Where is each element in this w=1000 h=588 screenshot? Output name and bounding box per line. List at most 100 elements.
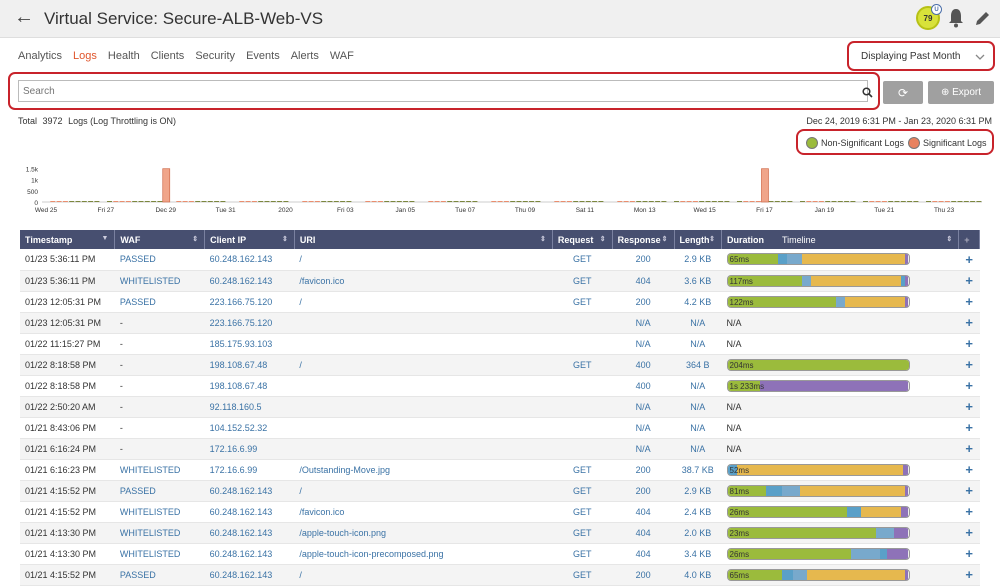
tab-clients[interactable]: Clients (150, 50, 185, 62)
cell-ip[interactable]: 60.248.162.143 (204, 480, 295, 502)
column-header-timestamp[interactable]: Timestamp ▼ (20, 230, 116, 249)
expand-row-icon[interactable]: + (958, 270, 980, 292)
cell-uri[interactable] (294, 375, 553, 397)
cell-uri[interactable] (294, 438, 553, 460)
expand-row-icon[interactable]: + (958, 438, 980, 460)
refresh-button[interactable]: ⟳ (883, 81, 923, 104)
cell-ip[interactable]: 60.248.162.143 (204, 270, 295, 292)
column-header-waf[interactable]: WAF ⇕ (114, 230, 206, 249)
expand-row-icon[interactable]: + (958, 291, 980, 313)
column-header-add[interactable]: + (958, 230, 980, 249)
tab-health[interactable]: Health (107, 50, 140, 62)
timeline-bar[interactable]: 65ms (726, 568, 910, 581)
expand-row-icon[interactable]: + (958, 333, 980, 355)
cell-waf[interactable]: WHITELISTED (114, 522, 205, 544)
timeline-bar[interactable]: 204ms (726, 358, 910, 371)
cell-ip[interactable]: 60.248.162.143 (204, 501, 295, 523)
expand-row-icon[interactable]: + (958, 480, 980, 502)
cell-uri[interactable]: /favicon.ico (294, 270, 553, 292)
timeline-bar[interactable]: 65ms (726, 253, 910, 266)
table-row[interactable]: 01/21 4:15:52 PM WHITELISTED 60.248.162.14… (20, 501, 980, 523)
time-range-selector[interactable]: Displaying Past Month (847, 41, 995, 71)
table-row[interactable]: 01/21 6:16:24 PM -172.16.6.99 N/A N/A N/A + (20, 438, 980, 460)
table-row[interactable]: 01/23 12:05:31 PM PASSED 223.166.75.120/GE… (20, 291, 980, 313)
cell-uri[interactable]: /apple-touch-icon.png (294, 522, 553, 544)
cell-uri[interactable]: /favicon.ico (294, 501, 553, 523)
tab-events[interactable]: Events (246, 50, 280, 62)
cell-waf[interactable]: PASSED (114, 249, 205, 271)
cell-waf[interactable]: WHITELISTED (114, 543, 205, 565)
table-row[interactable]: 01/21 4:13:30 PM WHITELISTED 60.248.162.14… (20, 522, 980, 544)
cell-waf[interactable]: PASSED (114, 564, 205, 586)
tab-analytics[interactable]: Analytics (18, 50, 63, 62)
cell-uri[interactable] (294, 333, 553, 355)
expand-row-icon[interactable]: + (958, 312, 980, 334)
column-header-duration[interactable]: Duration Timeline ⇕ (721, 230, 960, 249)
cell-ip[interactable]: 172.16.6.99 (204, 459, 295, 481)
timeline-bar[interactable]: 52ms (726, 463, 910, 476)
tab-alerts[interactable]: Alerts (290, 50, 319, 62)
cell-ip[interactable]: 60.248.162.143 (204, 543, 295, 565)
timeline-bar[interactable]: 26ms (726, 505, 910, 518)
cell-waf[interactable]: PASSED (114, 480, 205, 502)
expand-row-icon[interactable]: + (958, 543, 980, 565)
cell-waf[interactable]: WHITELISTED (114, 270, 205, 292)
legend-non-significant[interactable]: Non-Significant Logs (806, 137, 904, 149)
cell-ip[interactable]: 223.166.75.120 (204, 312, 295, 334)
back-arrow-icon[interactable]: ← (14, 6, 34, 28)
search-icon[interactable] (862, 87, 873, 98)
cell-ip[interactable]: 198.108.67.48 (204, 375, 295, 397)
cell-waf[interactable]: PASSED (114, 291, 205, 313)
column-header-length[interactable]: Length ⇕ (674, 230, 723, 249)
cell-uri[interactable]: / (294, 480, 553, 502)
health-score-badge[interactable]: 79 U (916, 4, 942, 30)
cell-ip[interactable]: 60.248.162.143 (204, 564, 295, 586)
cell-uri[interactable]: / (294, 564, 553, 586)
tab-logs[interactable]: Logs (73, 50, 97, 62)
timeline-bar[interactable]: 81ms (726, 484, 910, 497)
timeline-bar[interactable]: 26ms (726, 547, 910, 560)
cell-ip[interactable]: 92.118.160.5 (204, 396, 295, 418)
column-header-request[interactable]: Request ⇕ (552, 230, 613, 249)
tab-waf[interactable]: WAF (329, 50, 354, 62)
cell-uri[interactable]: / (294, 249, 553, 271)
tab-security[interactable]: Security (195, 50, 236, 62)
expand-row-icon[interactable]: + (958, 459, 980, 481)
cell-uri[interactable]: /Outstanding-Move.jpg (294, 459, 553, 481)
cell-ip[interactable]: 104.152.52.32 (204, 417, 295, 439)
expand-row-icon[interactable]: + (958, 375, 980, 397)
pencil-icon[interactable] (974, 9, 990, 27)
table-row[interactable]: 01/22 11:15:27 PM -185.175.93.103 N/A N/A N/… (20, 333, 980, 355)
column-header-response[interactable]: Response ⇕ (612, 230, 675, 249)
table-row[interactable]: 01/21 8:43:06 PM -104.152.52.32 N/A N/A N/A + (20, 417, 980, 439)
table-row[interactable]: 01/21 6:16:23 PM WHITELISTED 172.16.6.99/O… (20, 459, 980, 481)
table-row[interactable]: 01/22 2:50:20 AM -92.118.160.5 N/A N/A N/A + (20, 396, 980, 418)
table-row[interactable]: 01/21 4:13:30 PM WHITELISTED 60.248.162.14… (20, 543, 980, 565)
expand-row-icon[interactable]: + (958, 417, 980, 439)
table-row[interactable]: 01/21 4:15:52 PM PASSED 60.248.162.143/GET… (20, 564, 980, 586)
table-row[interactable]: 01/22 8:18:58 PM -198.108.67.48/GET 400 364… (20, 354, 980, 376)
expand-row-icon[interactable]: + (958, 354, 980, 376)
expand-row-icon[interactable]: + (958, 249, 980, 271)
cell-ip[interactable]: 172.16.6.99 (204, 438, 295, 460)
cell-uri[interactable]: / (294, 354, 553, 376)
cell-ip[interactable]: 60.248.162.143 (204, 522, 295, 544)
column-header-uri[interactable]: URI ⇕ (294, 230, 553, 249)
cell-uri[interactable] (294, 396, 553, 418)
export-button[interactable]: ⊕ Export (928, 81, 994, 104)
legend-significant[interactable]: Significant Logs (908, 137, 987, 149)
bell-icon[interactable] (948, 8, 964, 28)
cell-waf[interactable]: WHITELISTED (114, 501, 205, 523)
cell-ip[interactable]: 198.108.67.48 (204, 354, 295, 376)
cell-ip[interactable]: 223.166.75.120 (204, 291, 295, 313)
timeline-bar[interactable]: 122ms (726, 295, 910, 308)
cell-uri[interactable]: / (294, 291, 553, 313)
table-row[interactable]: 01/22 8:18:58 PM -198.108.67.48 400 N/A 1s 2… (20, 375, 980, 397)
timeline-bar[interactable]: 117ms (726, 274, 910, 287)
expand-row-icon[interactable]: + (958, 564, 980, 586)
expand-row-icon[interactable]: + (958, 522, 980, 544)
expand-row-icon[interactable]: + (958, 501, 980, 523)
cell-ip[interactable]: 60.248.162.143 (204, 249, 295, 271)
cell-uri[interactable] (294, 312, 553, 334)
cell-uri[interactable] (294, 417, 553, 439)
